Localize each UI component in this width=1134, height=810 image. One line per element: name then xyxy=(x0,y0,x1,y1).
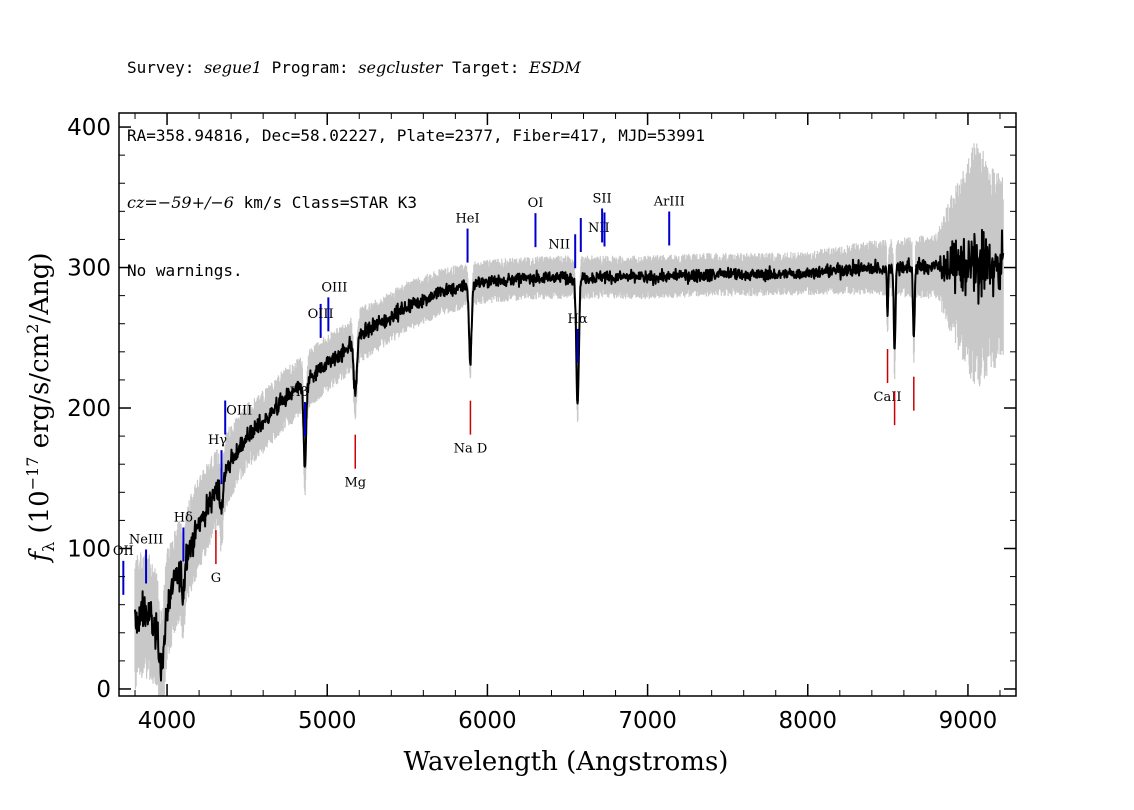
target-label: Target: xyxy=(442,58,530,77)
emission-line-label: Hβ xyxy=(290,385,309,400)
emission-line-label: SII xyxy=(593,191,612,206)
error-series xyxy=(134,143,1004,696)
x-tick-label: 8000 xyxy=(778,708,837,734)
x-axis-title: Wavelength (Angstroms) xyxy=(404,747,729,777)
y-tick-label: 400 xyxy=(67,115,111,141)
x-tick-label: 5000 xyxy=(298,708,357,734)
header-line-survey: Survey: segue1 Program: segcluster Targe… xyxy=(127,57,705,80)
emission-line-label: Hα xyxy=(568,312,588,327)
emission-line-label: OIII xyxy=(308,307,334,322)
emission-line-label: ArIII xyxy=(653,195,685,210)
emission-line-label: NII xyxy=(588,221,610,236)
cz-label: cz xyxy=(127,193,145,212)
error-band xyxy=(134,143,1004,696)
emission-line-label: HeI xyxy=(455,212,479,227)
plot-frame xyxy=(118,112,1017,697)
program-label: Program: xyxy=(261,58,359,77)
emission-line-label: Hγ xyxy=(208,433,227,448)
cz-value: =−59+/−6 xyxy=(144,193,234,212)
x-tick-label: 9000 xyxy=(939,708,998,734)
header-line-coordinates: RA=358.94816, Dec=58.02227, Plate=2377, … xyxy=(127,125,705,145)
x-tick-label: 7000 xyxy=(618,708,677,734)
survey-value: segue1 xyxy=(204,58,262,77)
absorption-line-label: G xyxy=(211,571,221,586)
absorption-line-label: Na D xyxy=(454,442,488,457)
x-tick-label: 4000 xyxy=(138,708,197,734)
y-tick-label: 100 xyxy=(67,536,111,562)
y-axis-title: fλ (10−17 erg/s/cm2/Ang) xyxy=(23,252,58,563)
emission-line-label: OII xyxy=(113,544,134,559)
emission-line-label: NeIII xyxy=(129,532,163,547)
absorption-line-label: CaII xyxy=(874,390,902,405)
program-value: segcluster xyxy=(358,58,443,77)
flux-line xyxy=(134,228,1005,682)
cz-unit-class: km/s Class=STAR K3 xyxy=(233,193,417,212)
target-value: ESDM xyxy=(529,58,581,77)
emission-line-label: Hδ xyxy=(174,511,193,526)
spectrum-header: Survey: segue1 Program: segcluster Targe… xyxy=(127,12,705,305)
absorption-line-label: Mg xyxy=(344,476,366,491)
header-line-redshift: cz=−59+/−6 km/s Class=STAR K3 xyxy=(127,192,705,215)
emission-line-label: OIII xyxy=(226,403,252,418)
y-tick-label: 300 xyxy=(67,256,111,282)
emission-line-label: NII xyxy=(548,237,570,252)
flux-series xyxy=(134,228,1005,682)
emission-line-label: OIII xyxy=(321,280,347,295)
x-tick-label: 6000 xyxy=(458,708,517,734)
emission-line-label: OI xyxy=(528,196,544,211)
y-tick-label: 0 xyxy=(96,677,111,703)
y-tick-label: 200 xyxy=(67,396,111,422)
survey-label: Survey: xyxy=(127,58,205,77)
axes: 4000 5000 6000 7000 8000 9000 0 100 200 300 400 xyxy=(67,113,1016,734)
header-line-warnings: No warnings. xyxy=(127,260,243,280)
